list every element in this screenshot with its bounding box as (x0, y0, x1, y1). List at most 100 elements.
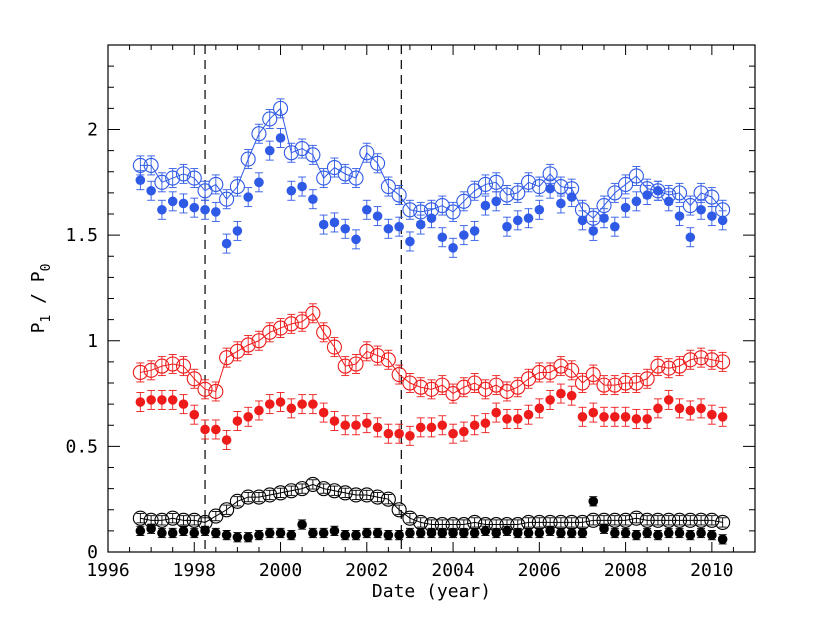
data-point (499, 383, 515, 400)
data-point (707, 530, 717, 540)
data-point (415, 528, 426, 538)
data-point (685, 232, 696, 243)
data-point (556, 388, 566, 399)
data-point (585, 512, 601, 528)
data-point (577, 215, 588, 226)
data-point (618, 512, 634, 528)
data-point (456, 193, 472, 209)
data-point (305, 476, 321, 492)
data-point (167, 528, 178, 538)
data-point (262, 324, 278, 340)
data-point (426, 213, 437, 224)
data-point (502, 526, 512, 536)
data-point (154, 512, 170, 528)
data-point (717, 534, 728, 545)
data-point (318, 528, 329, 538)
data-point (348, 487, 364, 503)
data-point (243, 192, 253, 202)
data-point (146, 395, 156, 405)
data-point (405, 236, 415, 247)
data-point (211, 207, 221, 217)
data-point (351, 530, 361, 540)
data-point (394, 428, 404, 439)
data-point (157, 528, 167, 538)
data-point (477, 176, 493, 192)
data-point (618, 375, 634, 391)
data-point (477, 381, 493, 397)
data-point (229, 493, 245, 509)
data-point (391, 187, 407, 203)
data-point (434, 377, 450, 393)
data-point (693, 350, 709, 366)
data-point (275, 397, 286, 407)
data-point (286, 403, 297, 414)
data-point (610, 412, 620, 422)
data-point (189, 409, 200, 420)
data-point (607, 512, 623, 528)
data-point (628, 510, 644, 526)
data-point (682, 512, 698, 528)
x-tick-label: 2004 (431, 560, 474, 581)
data-point (523, 409, 534, 420)
data-point (211, 424, 221, 435)
data-point (294, 481, 310, 497)
data-point (370, 155, 386, 171)
data-point (588, 226, 599, 236)
data-point (620, 528, 631, 538)
data-point (491, 196, 502, 207)
data-point (693, 512, 709, 528)
data-point (167, 196, 178, 207)
data-point (663, 528, 674, 538)
data-point (402, 375, 418, 391)
data-point (264, 399, 275, 409)
data-point (383, 428, 394, 439)
data-point (318, 407, 329, 418)
data-point (380, 352, 396, 368)
data-point (491, 528, 502, 538)
data-point (275, 528, 286, 538)
data-point (448, 528, 458, 538)
data-point (545, 395, 555, 405)
series-black-filled (135, 496, 728, 545)
data-point (351, 420, 361, 431)
data-point (337, 485, 353, 501)
data-point (305, 147, 321, 163)
tick-labels: 1996 1998 2000 2002 2004 2006 2008 2010 0 0.5 1 1.5… (65, 120, 733, 582)
x-axis-title: Date (year) (372, 581, 491, 602)
data-point (620, 202, 631, 213)
data-point (154, 174, 170, 190)
data-point (251, 333, 267, 349)
data-point (143, 362, 159, 378)
data-point (308, 399, 318, 409)
data-point (297, 399, 307, 409)
data-point (682, 352, 698, 368)
data-point (553, 358, 569, 374)
data-point (251, 126, 267, 142)
y-tick-label: 1 (87, 331, 98, 352)
data-point (653, 530, 663, 540)
x-tick-label: 2006 (518, 560, 561, 581)
data-point (663, 196, 674, 207)
series-red-filled (135, 383, 728, 450)
x-tick-label: 2010 (690, 560, 733, 581)
data-point (272, 100, 289, 116)
data-point (596, 377, 612, 393)
data-point (262, 487, 278, 503)
data-point (208, 383, 224, 400)
data-point (178, 399, 189, 409)
data-point (254, 177, 264, 188)
data-point (512, 528, 523, 538)
data-point (348, 170, 364, 186)
data-point (372, 528, 383, 538)
x-tick-label: 2008 (604, 560, 647, 581)
data-point (588, 407, 599, 418)
data-point (480, 200, 491, 211)
series-layer (132, 98, 731, 545)
data-point (585, 366, 601, 383)
data-point (628, 168, 644, 184)
data-point (380, 491, 396, 507)
y-axis-title-p0: P (28, 271, 49, 282)
data-point (229, 178, 245, 195)
